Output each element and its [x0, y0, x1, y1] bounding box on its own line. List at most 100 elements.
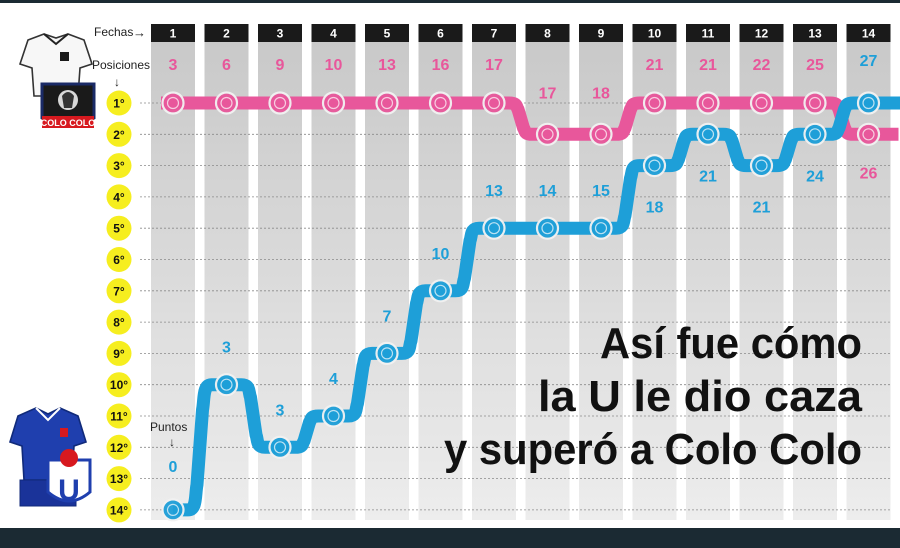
data-point-ring	[648, 96, 661, 110]
point-label: 15	[592, 183, 610, 200]
data-point	[589, 122, 613, 146]
x-tick-label: 8	[544, 27, 551, 41]
data-point-ring	[327, 409, 340, 423]
y-tick-label: 11°	[110, 410, 128, 424]
x-tick-label: 7	[491, 27, 498, 41]
x-tick-box	[204, 24, 249, 42]
data-point	[482, 91, 506, 115]
x-tick-label: 14	[862, 27, 876, 41]
data-point	[428, 279, 453, 303]
data-point-ring	[273, 96, 287, 110]
data-point-ring	[701, 96, 715, 110]
u-de-chile-shield-icon: U	[46, 449, 92, 507]
y-tick-label: 13°	[110, 472, 128, 486]
x-tick-box	[579, 24, 623, 42]
x-tick-box	[311, 24, 356, 42]
column-band	[365, 42, 409, 520]
data-point	[589, 216, 613, 240]
point-label: 26	[860, 165, 878, 182]
data-point	[803, 122, 827, 146]
headline-line-2: la U le dio caza	[538, 372, 863, 421]
column-band	[204, 42, 249, 520]
data-point-ring	[166, 96, 180, 110]
data-point-ring	[380, 347, 394, 360]
y-tick-dot	[106, 215, 132, 241]
data-point-ring	[755, 96, 768, 110]
x-tick-box	[632, 24, 677, 42]
column-band	[579, 42, 623, 520]
column-band	[151, 42, 195, 520]
data-point-ring	[487, 222, 501, 235]
y-tick-label: 4°	[113, 190, 125, 204]
column-band	[846, 42, 891, 520]
y-tick-label: 5°	[113, 222, 125, 236]
data-point-ring	[220, 378, 233, 391]
data-point-ring	[862, 128, 875, 141]
data-point-ring	[648, 159, 661, 172]
data-point-ring	[434, 284, 447, 297]
fechas-arrow: →	[133, 25, 146, 40]
y-tick-label: 9°	[113, 347, 125, 361]
x-tick-label: 6	[437, 27, 444, 41]
series-line-u_de_chile	[173, 96, 900, 517]
y-tick-label: 10°	[110, 378, 128, 392]
data-point	[696, 122, 720, 146]
fechas-label: Fechas	[94, 25, 133, 39]
point-label: 4	[329, 371, 338, 388]
posiciones-arrow: ↓	[114, 75, 120, 89]
point-label: 21	[699, 168, 717, 185]
point-label: 18	[646, 200, 664, 217]
data-point	[482, 216, 506, 240]
data-point	[214, 373, 239, 397]
data-point	[535, 216, 560, 240]
x-tick-label: 2	[223, 27, 230, 41]
data-point-ring	[808, 128, 822, 141]
point-label: 7	[383, 308, 392, 325]
data-point	[268, 91, 292, 115]
data-point-ring	[273, 441, 287, 454]
data-point	[803, 91, 827, 115]
data-point-ring	[166, 503, 180, 516]
point-label: 6	[222, 57, 231, 74]
x-tick-box	[686, 24, 730, 42]
point-label: 17	[539, 85, 557, 102]
x-tick-box	[258, 24, 302, 42]
data-point	[321, 404, 346, 428]
point-label: 9	[276, 57, 285, 74]
colo-colo-badge-text: COLO COLO	[41, 118, 96, 128]
data-point	[375, 341, 399, 365]
x-tick-label: 10	[648, 27, 662, 41]
data-point-ring	[594, 222, 608, 235]
y-tick-dot	[106, 340, 132, 366]
data-point-ring	[594, 128, 608, 141]
data-point-ring	[380, 96, 394, 110]
y-tick-dot	[106, 497, 132, 523]
y-tick-dot	[106, 247, 132, 272]
y-tick-dot	[106, 184, 132, 210]
x-tick-box	[151, 24, 195, 42]
x-tick-label: 9	[598, 27, 605, 41]
data-point-ring	[220, 96, 233, 110]
headline-line-1: Así fue cómo	[600, 319, 862, 368]
data-point	[321, 91, 346, 115]
x-tick-label: 12	[755, 27, 769, 41]
data-point	[375, 91, 399, 115]
x-tick-box	[793, 24, 837, 42]
y-tick-dot	[106, 466, 132, 492]
point-label: 13	[485, 183, 503, 200]
colo-colo-shield-icon: COLO COLO	[40, 82, 96, 128]
data-point-ring	[862, 96, 875, 110]
point-label: 21	[646, 57, 664, 74]
data-point	[161, 498, 185, 522]
data-point	[428, 91, 453, 115]
x-tick-label: 1	[170, 27, 177, 41]
u-de-chile-badge-text: U	[58, 474, 80, 507]
y-tick-label: 6°	[113, 253, 125, 267]
data-point	[642, 91, 667, 115]
point-label: 3	[276, 402, 285, 419]
data-point-ring	[541, 222, 554, 235]
point-label: 17	[485, 57, 503, 74]
y-tick-labels: 1° 2° 3° 4° 5° 6° 7° 8° 9° 10° 11° 12° 13° 14°	[106, 90, 132, 523]
data-point	[749, 154, 774, 178]
